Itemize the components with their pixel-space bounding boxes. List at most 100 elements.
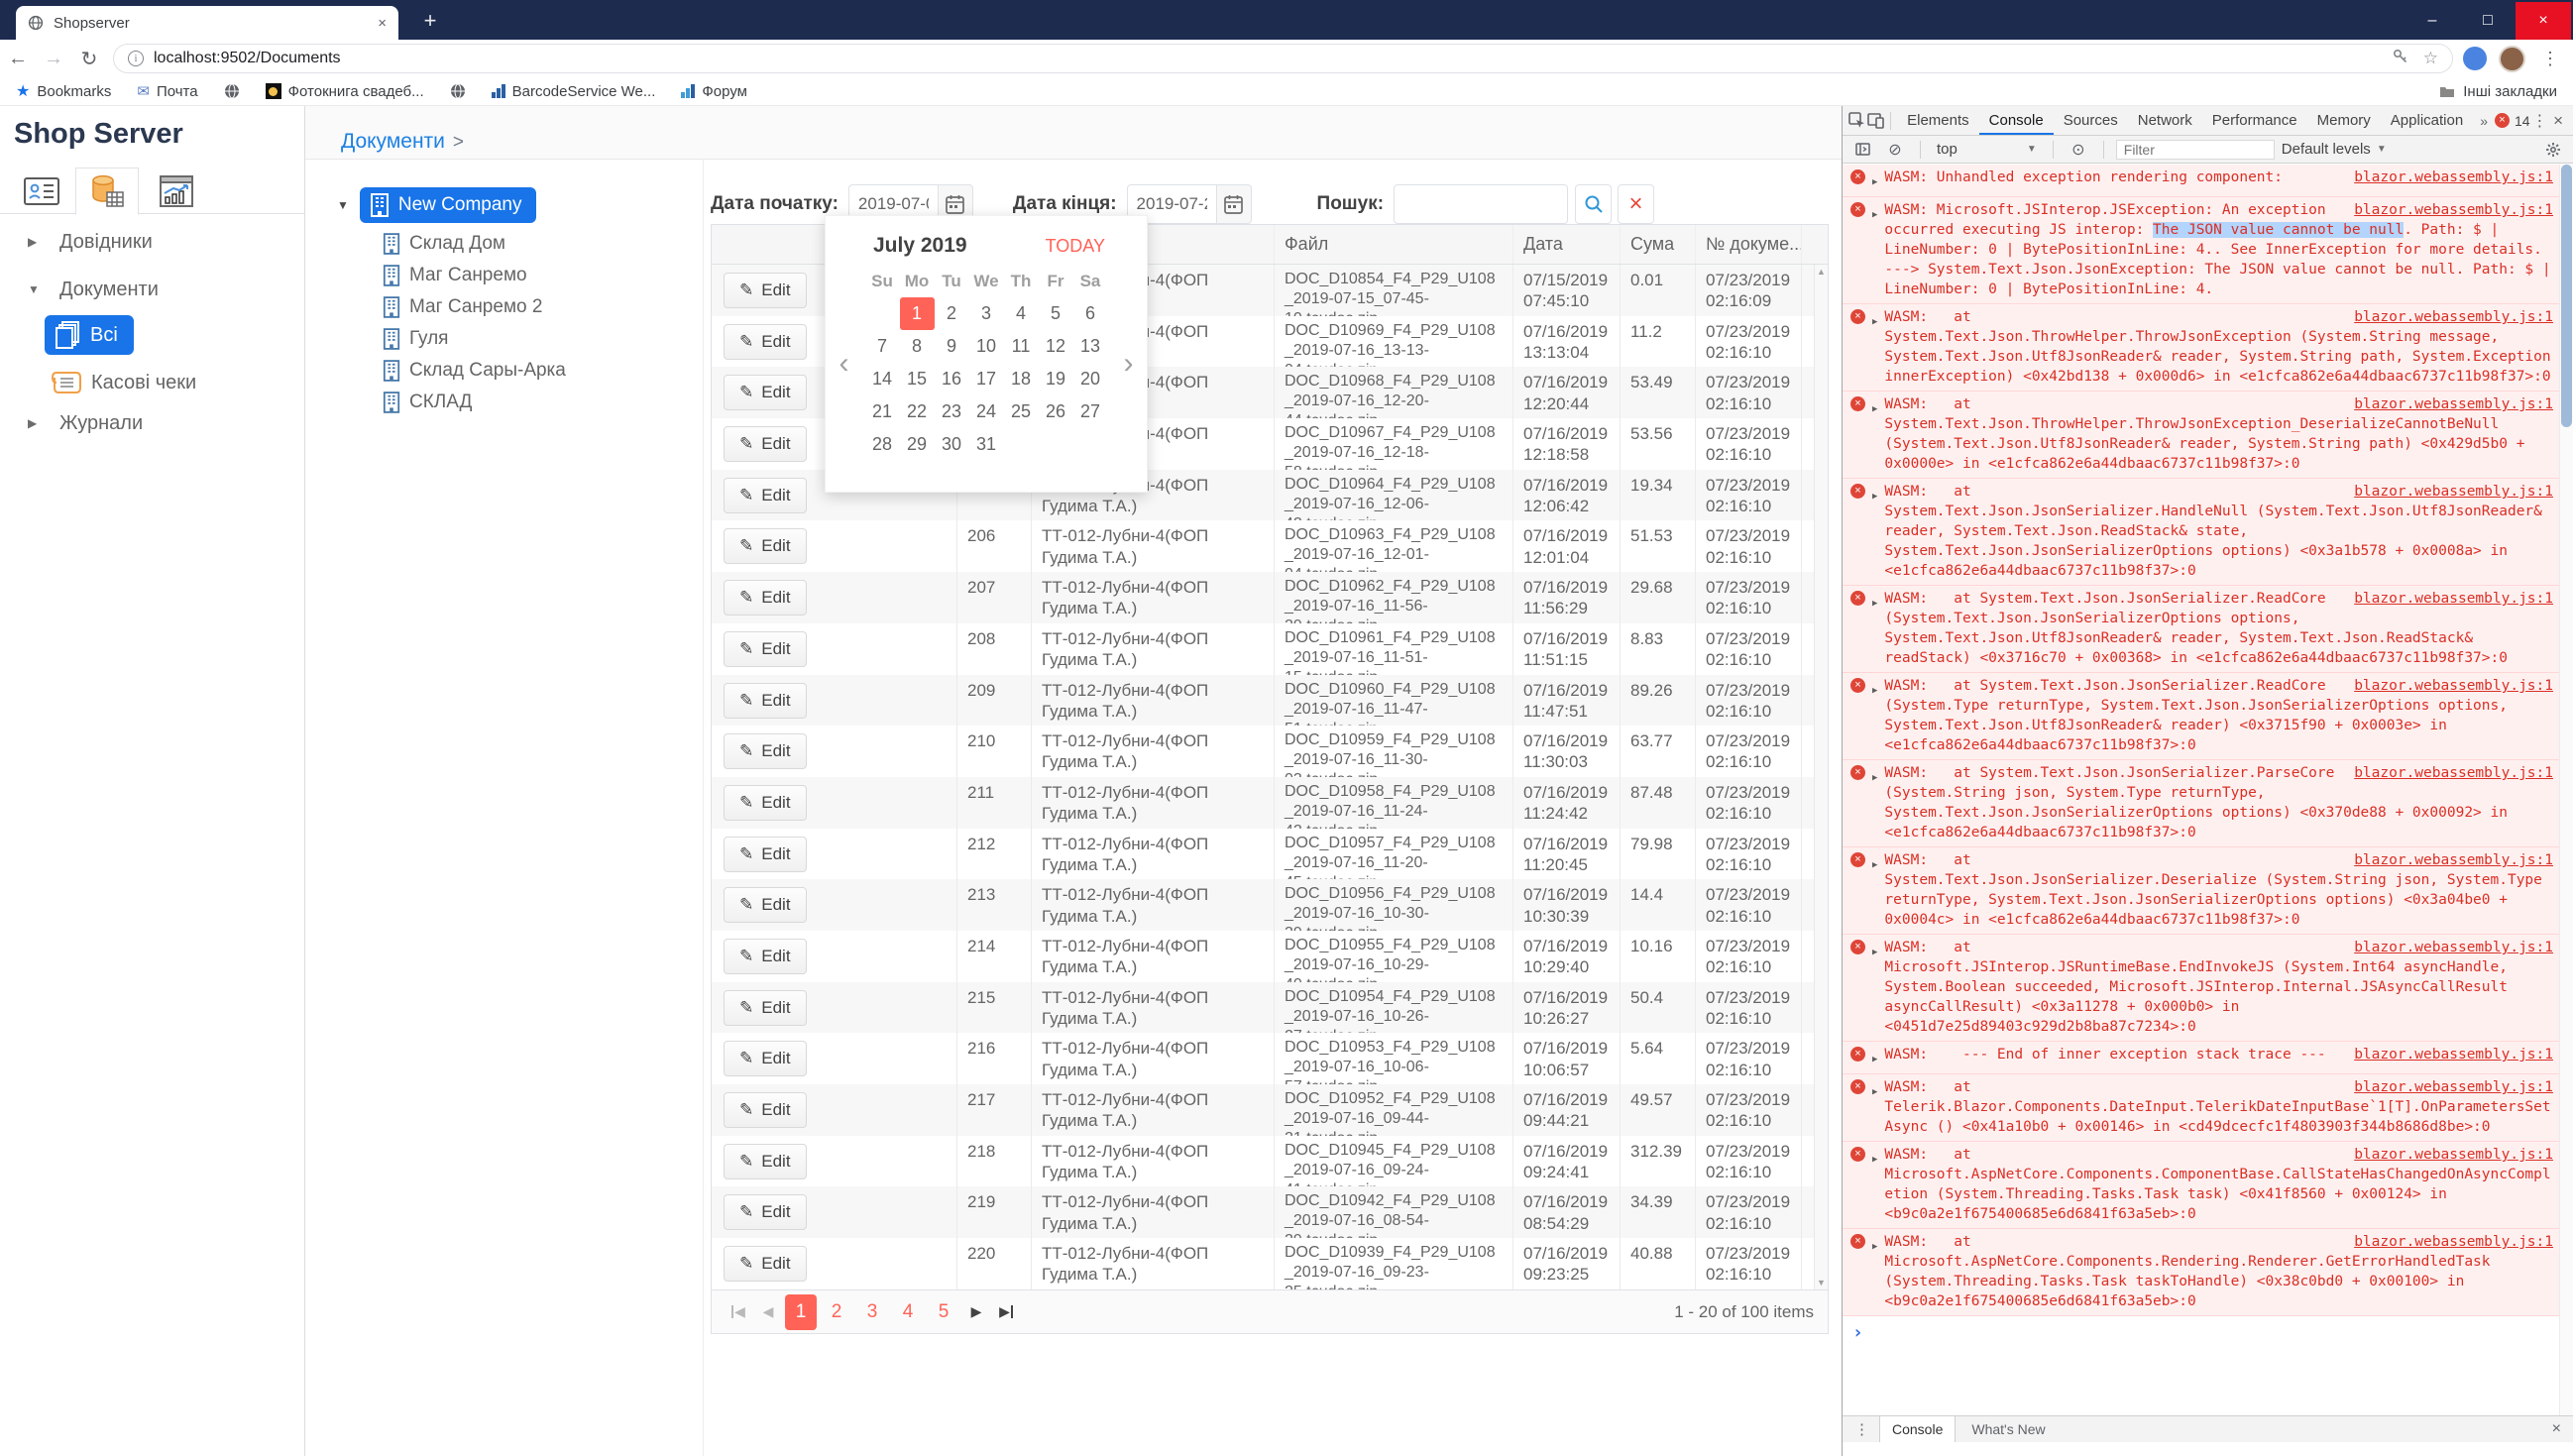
calendar-day[interactable]: 23	[941, 401, 962, 421]
calendar-day[interactable]: 7	[876, 336, 887, 356]
source-link[interactable]: blazor.webassembly.js:1	[2354, 1147, 2553, 1163]
source-link[interactable]: blazor.webassembly.js:1	[2354, 1047, 2553, 1063]
search-input[interactable]	[1394, 184, 1569, 224]
page-number-button[interactable]: 1	[785, 1293, 817, 1330]
edit-button[interactable]: ✎ Edit	[724, 887, 807, 924]
edit-button[interactable]: ✎ Edit	[724, 1143, 807, 1179]
console-sidebar-icon[interactable]	[1849, 137, 1875, 163]
source-link[interactable]: blazor.webassembly.js:1	[2354, 202, 2553, 218]
clear-search-button[interactable]: ×	[1618, 184, 1655, 224]
edit-button[interactable]: ✎ Edit	[724, 682, 807, 719]
drawer-tab[interactable]: What's New	[1971, 1421, 2046, 1437]
calendar-day[interactable]: 22	[906, 401, 928, 421]
drawer-tab[interactable]: Console	[1879, 1416, 1957, 1442]
calendar-day[interactable]: 24	[975, 401, 997, 421]
calendar-day[interactable]: 31	[975, 434, 997, 454]
window-minimize-button[interactable]: –	[2427, 12, 2437, 29]
calendar-day[interactable]: 13	[1079, 336, 1101, 356]
page-last-button[interactable]: ▶	[993, 1303, 1019, 1320]
source-link[interactable]: blazor.webassembly.js:1	[2354, 309, 2553, 325]
expand-icon[interactable]: ▶	[1872, 404, 1878, 414]
source-link[interactable]: blazor.webassembly.js:1	[2354, 1234, 2553, 1250]
console-error-message[interactable]: × ▶ blazor.webassembly.js:1 WASM: at Syst…	[1843, 586, 2559, 673]
breadcrumb[interactable]: Документи >	[341, 130, 464, 153]
calendar-day[interactable]: 18	[1010, 369, 1032, 389]
console-error-message[interactable]: × ▶ blazor.webassembly.js:1 WASM: Microso…	[1843, 197, 2559, 304]
calendar-day[interactable]: 14	[871, 369, 893, 389]
expand-icon[interactable]: ▶	[1872, 599, 1878, 609]
bookmark-bookmarks[interactable]: ★ Bookmarks	[16, 82, 112, 101]
calendar-day[interactable]: 21	[871, 401, 893, 421]
console-filter-input[interactable]	[2115, 139, 2275, 160]
forward-icon[interactable]: →	[44, 47, 63, 69]
edit-button[interactable]: ✎ Edit	[724, 528, 807, 565]
source-link[interactable]: blazor.webassembly.js:1	[2354, 765, 2553, 781]
tree-node-warehouse[interactable]: Склад Дом	[383, 232, 694, 255]
page-number-button[interactable]: 5	[938, 1300, 950, 1322]
tree-node-warehouse[interactable]: Гуля	[383, 327, 694, 350]
reload-icon[interactable]: ↻	[80, 48, 98, 70]
console-error-message[interactable]: × ▶ blazor.webassembly.js:1 WASM: Unhandl…	[1843, 165, 2559, 197]
page-number-button[interactable]: 2	[831, 1300, 842, 1322]
calendar-day[interactable]: 28	[871, 434, 893, 454]
edit-button[interactable]: ✎ Edit	[724, 989, 807, 1026]
devtools-menu-icon[interactable]: ⋮	[2531, 112, 2548, 130]
calendar-day[interactable]: 19	[1045, 369, 1066, 389]
console-error-message[interactable]: × ▶ blazor.webassembly.js:1 WASM: at Syst…	[1843, 760, 2559, 847]
console-error-message[interactable]: × ▶ blazor.webassembly.js:1 WASM: --- End…	[1843, 1042, 2559, 1074]
devtools-tab[interactable]: Memory	[2316, 112, 2371, 129]
expand-icon[interactable]: ▶	[1872, 210, 1878, 220]
calendar-today-button[interactable]: TODAY	[1045, 235, 1105, 256]
drawer-close-icon[interactable]: ×	[2551, 1420, 2561, 1437]
console-error-message[interactable]: × ▶ blazor.webassembly.js:1 WASM: at Micr…	[1843, 1229, 2559, 1316]
edit-button[interactable]: ✎ Edit	[724, 1246, 807, 1283]
source-link[interactable]: blazor.webassembly.js:1	[2354, 396, 2553, 412]
source-link[interactable]: blazor.webassembly.js:1	[2354, 678, 2553, 694]
bookmark-barcode[interactable]: BarcodeService We...	[491, 83, 655, 100]
console-error-message[interactable]: × ▶ blazor.webassembly.js:1 WASM: at Syst…	[1843, 479, 2559, 586]
bookmark-star-icon[interactable]: ☆	[2422, 49, 2438, 67]
calendar-day[interactable]: 11	[1011, 336, 1031, 356]
expand-icon[interactable]: ▶	[1872, 1155, 1878, 1165]
console-error-message[interactable]: × ▶ blazor.webassembly.js:1 WASM: at Syst…	[1843, 847, 2559, 935]
sidebar-item-zhurnaly[interactable]: ▶ Журнали	[28, 411, 144, 434]
tab-documents-data[interactable]	[75, 168, 139, 215]
page-number-button[interactable]: 4	[902, 1300, 914, 1322]
sidebar-item-dovidnyky[interactable]: ▶ Довідники	[28, 230, 153, 253]
calendar-day[interactable]: 9	[946, 336, 956, 356]
devtools-tab[interactable]: Performance	[2211, 112, 2297, 129]
scrollbar-thumb[interactable]	[2561, 165, 2572, 427]
expand-icon[interactable]: ▶	[28, 235, 38, 249]
expand-icon[interactable]: ▶	[1872, 1055, 1878, 1064]
tree-node-new-company[interactable]: New Company	[359, 187, 536, 223]
live-expression-icon[interactable]: ⊙	[2071, 141, 2085, 159]
console-error-message[interactable]: × ▶ blazor.webassembly.js:1 WASM: at Syst…	[1843, 673, 2559, 760]
source-link[interactable]: blazor.webassembly.js:1	[2354, 1079, 2553, 1095]
browser-menu-icon[interactable]: ⋮	[2541, 48, 2559, 68]
column-header-date[interactable]: Дата	[1513, 225, 1621, 264]
calendar-day[interactable]: 16	[941, 369, 962, 389]
expand-icon[interactable]: ▶	[1872, 1242, 1878, 1252]
key-icon[interactable]	[2392, 48, 2409, 70]
column-header-suma[interactable]: Сума	[1621, 225, 1696, 264]
table-scrollbar[interactable]: ▲ ▼	[1814, 265, 1828, 1289]
edit-button[interactable]: ✎ Edit	[724, 477, 807, 513]
browser-tab[interactable]: Shopserver ×	[16, 6, 398, 40]
window-close-button[interactable]: ×	[2516, 2, 2571, 40]
calendar-day[interactable]	[865, 297, 900, 330]
address-bar[interactable]: i localhost:9502/Documents ☆	[113, 44, 2453, 73]
console-error-message[interactable]: × ▶ blazor.webassembly.js:1 WASM: at Micr…	[1843, 1142, 2559, 1229]
source-link[interactable]: blazor.webassembly.js:1	[2354, 591, 2553, 607]
calendar-next-icon[interactable]: ›	[1123, 346, 1134, 380]
devtools-tab[interactable]: Console	[1979, 106, 2054, 135]
calendar-day[interactable]: 8	[911, 336, 922, 356]
bookmark-globe-icon[interactable]	[224, 83, 240, 99]
calendar-day[interactable]: 15	[906, 369, 928, 389]
calendar-day[interactable]: 27	[1079, 401, 1101, 421]
source-link[interactable]: blazor.webassembly.js:1	[2354, 169, 2553, 185]
expand-icon[interactable]: ▶	[1872, 686, 1878, 696]
calendar-day[interactable]: 5	[1050, 303, 1061, 323]
tab-contacts[interactable]	[10, 168, 73, 214]
devtools-tab[interactable]: Sources	[2063, 112, 2118, 129]
calendar-day[interactable]	[1004, 428, 1039, 461]
